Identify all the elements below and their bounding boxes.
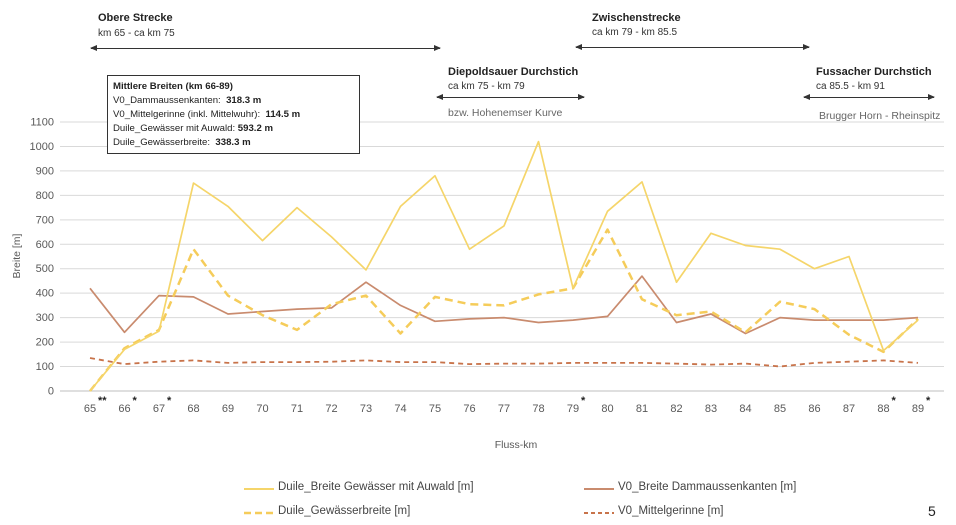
x-tick-footnote-mark: * — [133, 395, 138, 407]
series-line-2 — [89, 228, 919, 392]
legend-label-dammaussen: V0_Breite Dammaussenkanten [m] — [618, 481, 797, 493]
y-tick-label: 800 — [36, 190, 54, 202]
y-tick-label: 400 — [36, 288, 54, 300]
x-tick-label: 68 — [187, 403, 199, 415]
x-tick-label: 87 — [843, 403, 855, 415]
infobox-row-value: 338.3 m — [215, 137, 251, 148]
x-tick-footnote-mark: * — [581, 395, 586, 407]
infobox-row-value: 114.5 m — [265, 109, 301, 120]
section-arrow-zwischen — [575, 44, 810, 50]
x-tick-label: 74 — [394, 403, 406, 415]
section-note-fussacher: Brugger Horn - Rheinspitz — [819, 110, 941, 122]
section-range-obere: km 65 - ca km 75 — [98, 28, 175, 39]
x-tick-label: 85 — [774, 403, 786, 415]
series-line-1 — [89, 275, 919, 335]
x-tick-label: 75 — [429, 403, 441, 415]
infobox-row: Duile_Gewässerbreite: 338.3 m — [113, 136, 359, 150]
mean-widths-infobox: Mittlere Breiten (km 66-89) V0_Dammausse… — [107, 75, 360, 154]
x-tick-label: 84 — [739, 403, 751, 415]
section-range-diepoldsauer: ca km 75 - km 79 — [448, 81, 525, 92]
y-tick-label: 700 — [36, 214, 54, 226]
x-tick-footnote-mark: ** — [98, 395, 107, 407]
section-title-fussacher: Fussacher Durchstich — [816, 66, 932, 78]
x-axis-label: Fluss-km — [495, 439, 538, 451]
x-tick-label: 73 — [360, 403, 372, 415]
y-tick-label: 500 — [36, 263, 54, 275]
y-tick-label: 600 — [36, 239, 54, 251]
infobox-row-label: V0_Mittelgerinne (inkl. Mittelwuhr): — [113, 109, 261, 120]
infobox-row: Duile_Gewässer mit Auwald: 593.2 m — [113, 122, 359, 136]
x-tick-label: 76 — [463, 403, 475, 415]
section-title-diepoldsauer: Diepoldsauer Durchstich — [448, 66, 579, 78]
series-line-0 — [89, 140, 919, 392]
legend-swatch-auwald — [244, 488, 274, 490]
section-note-diepoldsauer: bzw. Hohenemser Kurve — [448, 107, 563, 119]
x-tick-label: 86 — [808, 403, 820, 415]
y-tick-label: 1100 — [30, 117, 54, 129]
x-tick-label: 77 — [498, 403, 510, 415]
x-tick-label: 80 — [601, 403, 613, 415]
section-arrow-obere — [90, 45, 441, 51]
x-tick-label: 69 — [222, 403, 234, 415]
x-tick-label: 88 — [877, 403, 889, 415]
x-tick-label: 82 — [670, 403, 682, 415]
x-tick-label: 79 — [567, 403, 579, 415]
x-tick-label: 81 — [636, 403, 648, 415]
y-axis-label: Breite [m] — [11, 233, 23, 278]
infobox-row: V0_Mittelgerinne (inkl. Mittelwuhr): 114… — [113, 108, 359, 122]
infobox-row-label: V0_Dammaussenkanten: — [113, 95, 221, 106]
legend-label-gewaesserbreite: Duile_Gewässerbreite [m] — [278, 505, 411, 517]
y-tick-label: 100 — [36, 361, 54, 373]
section-arrow-diepoldsauer — [436, 94, 585, 100]
section-range-fussacher: ca 85.5 - km 91 — [816, 81, 885, 92]
section-arrow-fussacher — [803, 94, 935, 100]
x-tick-label: 72 — [325, 403, 337, 415]
section-title-zwischen: Zwischenstrecke — [592, 12, 681, 24]
x-tick-label: 70 — [256, 403, 268, 415]
legend-swatch-gewaesserbreite — [244, 511, 274, 515]
x-tick-label: 67 — [153, 403, 165, 415]
legend-swatch-mittelgerinne — [584, 512, 614, 514]
infobox-row-value: 593.2 m — [237, 123, 273, 134]
infobox-row-label: Duile_Gewässerbreite: — [113, 137, 211, 148]
y-tick-label: 0 — [48, 386, 54, 398]
legend-label-auwald: Duile_Breite Gewässer mit Auwald [m] — [278, 481, 474, 493]
x-tick-label: 83 — [705, 403, 717, 415]
legend-label-mittelgerinne: V0_Mittelgerinne [m] — [618, 505, 724, 517]
y-tick-label: 1000 — [30, 141, 54, 153]
y-tick-label: 200 — [36, 337, 54, 349]
y-tick-label: 300 — [36, 312, 54, 324]
infobox-row-value: 318.3 m — [226, 95, 262, 106]
page-number: 5 — [928, 503, 936, 519]
section-title-obere: Obere Strecke — [98, 12, 173, 24]
infobox-title: Mittlere Breiten (km 66-89) — [113, 81, 233, 92]
infobox-row-label: Duile_Gewässer mit Auwald: — [113, 123, 236, 134]
infobox-row: V0_Dammaussenkanten: 318.3 m — [113, 94, 359, 108]
x-tick-label: 89 — [912, 403, 924, 415]
section-range-zwischen: ca km 79 - km 85.5 — [592, 27, 678, 38]
x-tick-footnote-mark: * — [926, 395, 931, 407]
x-tick-label: 78 — [532, 403, 544, 415]
y-tick-label: 900 — [36, 165, 54, 177]
x-tick-label: 66 — [118, 403, 130, 415]
series-line-3 — [89, 357, 919, 368]
legend-swatch-dammaussen — [584, 488, 614, 490]
x-tick-label: 65 — [84, 403, 96, 415]
x-tick-footnote-mark: * — [167, 395, 172, 407]
x-tick-footnote-mark: * — [892, 395, 897, 407]
x-tick-label: 71 — [291, 403, 303, 415]
